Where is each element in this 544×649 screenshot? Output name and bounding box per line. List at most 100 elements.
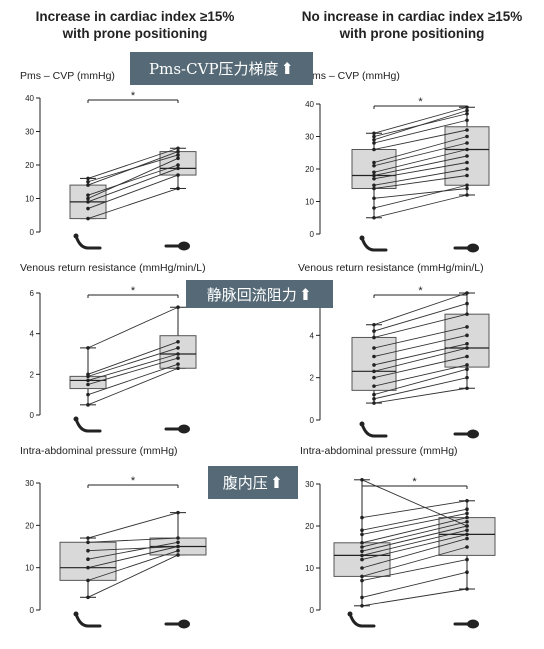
data-point — [360, 528, 364, 532]
banner-iap-label: 腹内压 — [222, 474, 268, 492]
data-point — [176, 553, 180, 557]
paired-line — [373, 136, 468, 163]
data-point — [360, 532, 364, 537]
paired-line — [87, 512, 179, 539]
paired-line — [373, 326, 468, 349]
data-point — [465, 363, 469, 367]
paired-line — [373, 368, 468, 396]
paired-observation — [372, 183, 469, 210]
paired-observation — [360, 528, 469, 558]
data-point — [465, 557, 469, 562]
paired-line — [373, 162, 468, 180]
y-tick-label: 30 — [305, 480, 314, 489]
data-point — [372, 329, 376, 333]
paired-line — [361, 512, 468, 535]
data-point — [176, 362, 180, 366]
paired-line — [361, 508, 468, 531]
data-point — [372, 163, 376, 168]
data-point — [372, 401, 376, 405]
data-point — [465, 108, 469, 113]
paired-line — [373, 106, 468, 134]
data-point — [465, 312, 469, 316]
panel-title-vrr-right: Venous return resistance (mmHg/min/L) — [298, 262, 484, 274]
data-point — [372, 397, 376, 401]
paired-line — [87, 154, 179, 183]
data-point — [372, 160, 376, 165]
paired-observation — [372, 128, 469, 152]
paired-observation — [372, 141, 469, 168]
panel-iap_right: 0 10 20 30 * — [305, 476, 496, 629]
header-increase-line1: Increase in cardiac index ≥15% — [35, 9, 235, 24]
data-point — [465, 499, 469, 503]
paired-line — [373, 334, 468, 357]
data-point — [465, 291, 469, 295]
box-iqr — [438, 517, 496, 556]
paired-line — [87, 546, 179, 569]
supine-body — [360, 422, 388, 438]
data-point — [86, 565, 90, 570]
prone-torso — [467, 243, 479, 253]
paired-observation — [86, 156, 180, 201]
data-point — [372, 196, 376, 201]
paired-line — [373, 142, 468, 167]
data-point — [86, 346, 90, 350]
data-point — [360, 557, 364, 562]
supine-position-icon — [73, 611, 102, 628]
y-tick-label: 40 — [305, 100, 314, 109]
paired-line — [373, 387, 468, 404]
paired-line — [87, 341, 179, 375]
data-point — [86, 196, 90, 201]
data-point — [176, 153, 180, 157]
data-point — [176, 186, 180, 191]
paired-observation — [372, 333, 469, 359]
paired-observation — [86, 553, 180, 600]
paired-line — [87, 357, 179, 385]
y-tick-label: 0 — [30, 606, 35, 615]
paired-line — [361, 571, 468, 598]
banner-pms-cvp-label: Pms-CVP压力梯度 — [149, 60, 279, 78]
data-point — [372, 215, 376, 220]
supine-body — [360, 236, 388, 252]
y-tick-label: 0 — [30, 228, 35, 237]
paired-observation — [86, 352, 180, 383]
data-point — [465, 301, 469, 306]
paired-observation — [86, 510, 180, 540]
data-point — [465, 333, 469, 338]
supine-body — [348, 612, 376, 628]
data-point — [465, 515, 469, 520]
paired-line — [373, 188, 468, 199]
paired-observation — [360, 520, 469, 549]
data-point — [372, 170, 376, 175]
header-no-increase-line2: with prone positioning — [339, 26, 485, 41]
paired-line — [373, 184, 468, 209]
paired-line — [87, 353, 179, 381]
paired-line — [87, 306, 179, 349]
data-point — [176, 540, 180, 545]
paired-observation — [86, 362, 180, 397]
data-point — [465, 118, 469, 123]
y-tick-label: 10 — [25, 195, 34, 204]
data-point — [86, 382, 90, 387]
paired-line — [87, 174, 179, 209]
data-point — [86, 392, 90, 397]
data-point — [465, 520, 469, 524]
data-point — [465, 325, 469, 329]
data-point — [465, 545, 469, 549]
data-point — [465, 507, 469, 512]
paired-line — [373, 149, 468, 173]
box-iqr — [59, 541, 117, 581]
data-point — [86, 540, 90, 545]
paired-line — [87, 367, 179, 406]
paired-observation — [86, 166, 180, 204]
paired-line — [361, 533, 468, 561]
paired-line — [87, 147, 179, 179]
data-point — [372, 335, 376, 340]
paired-line — [373, 343, 468, 366]
supine-position-icon — [347, 611, 376, 628]
paired-line — [87, 157, 179, 199]
paired-observation — [360, 515, 469, 545]
data-point — [372, 363, 376, 367]
header-no-increase: No increase in cardiac index ≥15% with p… — [280, 8, 544, 42]
paired-line — [373, 292, 468, 326]
